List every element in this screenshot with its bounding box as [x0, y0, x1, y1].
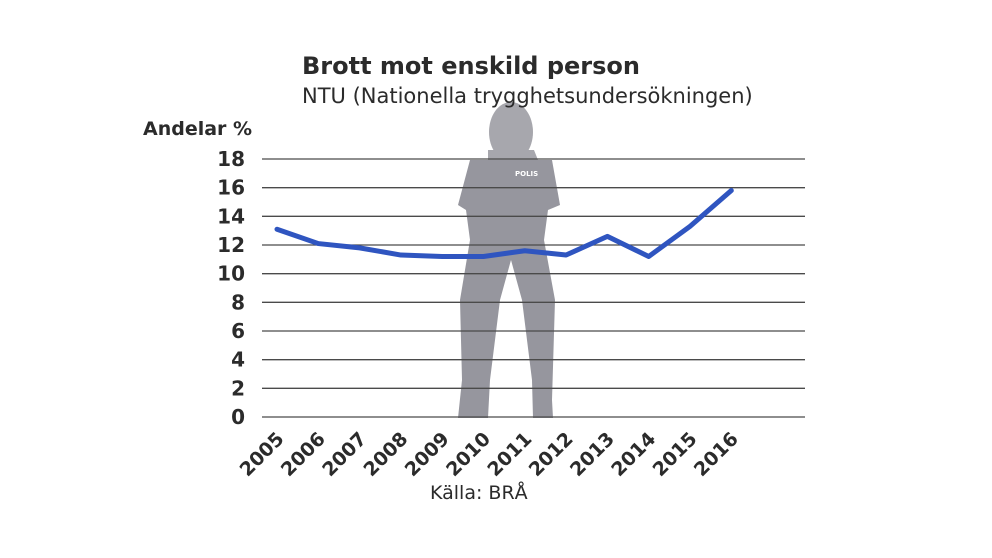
x-tick-label: 2005 [236, 428, 289, 481]
y-tick-label: 12 [217, 233, 245, 257]
x-tick-label: 2010 [442, 428, 495, 481]
x-tick-label: 2007 [318, 428, 371, 481]
chart-subtitle: NTU (Nationella trygghetsundersökningen) [302, 84, 753, 108]
x-tick-label: 2014 [607, 428, 660, 481]
y-tick-label: 14 [217, 204, 245, 228]
y-tick-label: 8 [231, 290, 245, 314]
y-tick-label: 10 [217, 262, 245, 286]
y-tick-label: 0 [231, 405, 245, 429]
series-line [274, 188, 734, 259]
x-tick-label: 2016 [690, 428, 743, 481]
y-tick-label: 2 [231, 376, 245, 400]
y-axis-label: Andelar % [143, 118, 253, 140]
x-tick-label: 2008 [359, 428, 412, 481]
x-tick-label: 2013 [566, 428, 619, 481]
source-note: Källa: BRÅ [430, 482, 528, 504]
chart-title: Brott mot enskild person [302, 52, 640, 80]
y-tick-label: 16 [217, 176, 245, 200]
x-tick-label: 2011 [483, 428, 536, 481]
y-tick-label: 18 [217, 147, 245, 171]
x-tick-label: 2012 [525, 428, 578, 481]
polis-badge-text: POLIS [515, 170, 538, 178]
x-tick-label: 2009 [401, 428, 454, 481]
y-tick-label: 4 [231, 348, 245, 372]
y-tick-label: 6 [231, 319, 245, 343]
police-silhouette: POLIS [458, 102, 560, 418]
x-tick-label: 2015 [649, 428, 702, 481]
x-tick-label: 2006 [277, 428, 330, 481]
